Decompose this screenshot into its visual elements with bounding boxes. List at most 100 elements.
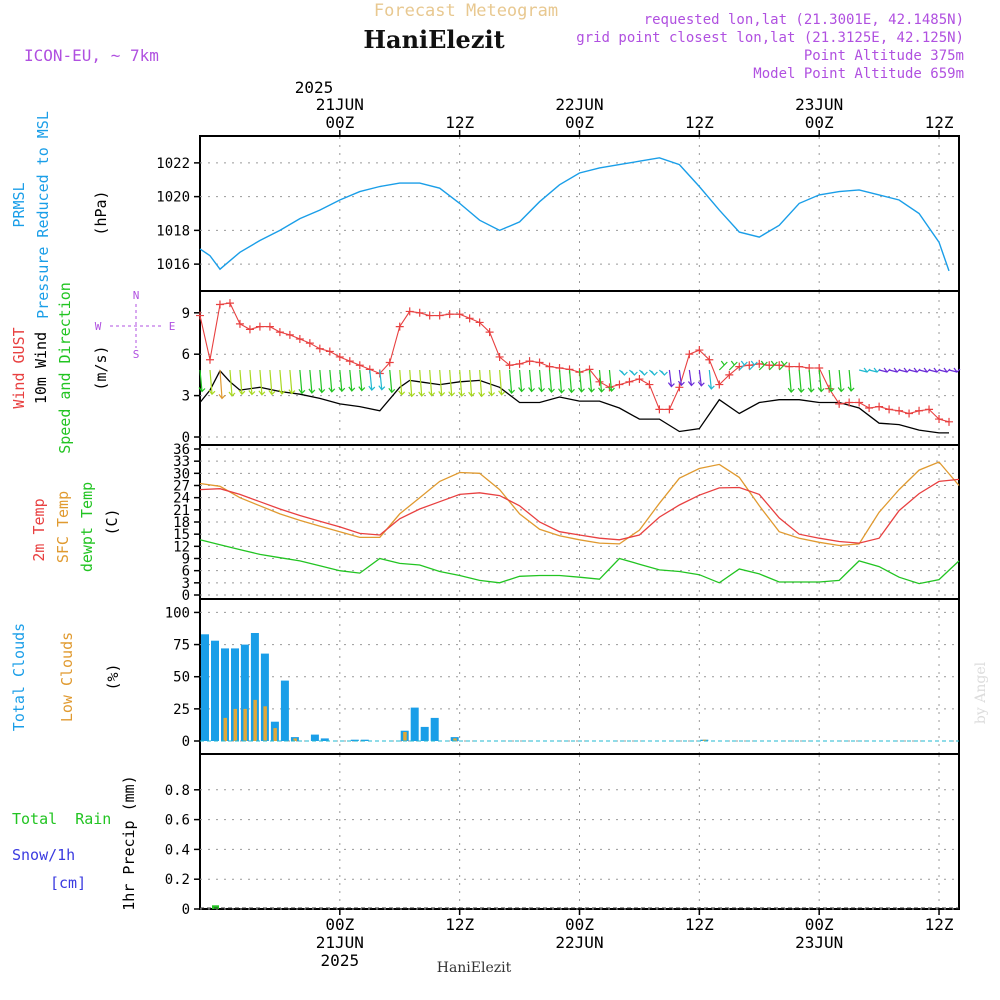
temp-2m-series-line	[199, 478, 960, 544]
temp-ytick-label: 21	[173, 503, 190, 519]
wind-gust-point	[215, 300, 224, 309]
wind-gust-point	[855, 398, 864, 407]
wind-gust-point	[275, 328, 284, 337]
total-cloud-bar	[211, 640, 219, 741]
wind-gust-point	[425, 311, 434, 320]
total-cloud-bar	[420, 726, 429, 741]
wind-ytick-label: 6	[182, 347, 190, 363]
wind-gust-point	[645, 380, 654, 389]
wind-direction-arrow	[787, 369, 795, 394]
low-cloud-bar	[243, 708, 247, 741]
wind-direction-arrow	[718, 360, 728, 371]
compass-rose: N S W E	[95, 289, 176, 361]
wind-direction-arrow	[228, 369, 236, 397]
wind-gust-point	[415, 308, 424, 317]
grid-lines	[200, 137, 959, 910]
precip-ytick-label: 0.8	[165, 783, 190, 799]
wind-direction-arrow	[629, 369, 638, 376]
wind-gust-point	[875, 402, 884, 411]
wind-gust-point	[545, 362, 554, 371]
axis-ticks: 1016101810201022036903691215182124273033…	[156, 95, 954, 970]
wind-gust-point	[475, 318, 484, 327]
top-hour-label: 00Z	[325, 113, 354, 132]
wind-gust-point	[755, 359, 764, 368]
precip-label-rain: Total Rain	[12, 810, 111, 828]
wind-direction-arrow	[948, 367, 961, 373]
total-cloud-bar	[410, 707, 419, 741]
compass-s: S	[133, 348, 140, 361]
cloud-unit: (%)	[104, 663, 122, 690]
bottom-hour-label: 00Z	[565, 915, 594, 934]
wind-gust-point	[235, 319, 244, 328]
wind-direction-arrow	[667, 369, 675, 388]
wind-direction-arrow	[198, 369, 206, 393]
wind-direction-arrow	[428, 369, 436, 397]
wind-direction-arrow	[908, 367, 921, 373]
wind-direction-arrow	[378, 369, 386, 391]
precip-axis-label: 1hr Precip (mm)	[120, 775, 138, 910]
wind-direction-arrow	[648, 369, 658, 376]
top-hour-label: 12Z	[445, 113, 474, 132]
wind-direction-arrow	[438, 369, 446, 397]
bottom-hour-label: 12Z	[685, 915, 714, 934]
compass-w: W	[95, 320, 102, 333]
wind-gust-point	[795, 362, 804, 371]
temp-ytick-label: 9	[182, 552, 190, 568]
wind-gust-point	[285, 330, 294, 339]
wind-gust-point	[305, 339, 314, 348]
clouds-ytick-label: 75	[173, 638, 190, 654]
wind-direction-arrow	[608, 369, 615, 393]
wind-direction-arrow	[707, 369, 715, 390]
wind-direction-arrow	[288, 369, 296, 395]
wind-direction-arrow	[268, 369, 276, 396]
wind-gust-point	[715, 380, 724, 389]
wind-gust-point	[885, 405, 894, 414]
total-cloud-bar	[310, 734, 319, 741]
wind-direction-arrow	[588, 369, 595, 393]
total-cloud-bar	[350, 739, 359, 741]
wind-gust-point	[595, 377, 604, 386]
wind-gust-point	[355, 361, 364, 370]
wind-direction-arrow	[847, 369, 855, 392]
cloud-label-total: Total Clouds	[10, 623, 28, 731]
wind-direction-arrow	[458, 369, 466, 397]
precip-ytick-label: 0.6	[165, 813, 190, 829]
wind-ytick-label: 0	[182, 430, 190, 446]
chart-title: Forecast Meteogram	[374, 1, 558, 21]
wind-gust-point	[435, 311, 444, 320]
wind-gust-point	[725, 370, 734, 379]
total-cloud-bar	[201, 634, 209, 741]
credit-watermark: by Angel	[973, 661, 989, 724]
clouds-ytick-label: 25	[173, 702, 190, 718]
total-cloud-bar	[260, 653, 269, 741]
temp-label-dewpt: dewpt Temp	[78, 482, 96, 572]
temp-ytick-label: 15	[173, 527, 190, 543]
wind-gust-point	[865, 404, 874, 413]
wind-direction-arrow	[238, 369, 246, 396]
wind-direction-arrow	[298, 369, 306, 395]
wind-gust-point	[835, 399, 844, 408]
wind-label-gust: Wind GUST	[10, 327, 28, 408]
wind-gust-point	[925, 405, 934, 414]
wind-gust-point	[895, 406, 904, 415]
precip-label-cm: [cm]	[50, 874, 86, 892]
wind-gust-point	[445, 310, 454, 319]
wind-direction-arrow	[827, 369, 835, 393]
total-cloud-bar	[240, 644, 249, 741]
wind-gust-point	[615, 380, 624, 389]
wind-direction-arrow	[478, 369, 486, 398]
pressure-ytick-label: 1022	[156, 156, 190, 172]
top-hour-label: 00Z	[565, 113, 594, 132]
temp-ytick-label: 6	[182, 564, 190, 580]
wind-direction-arrow	[508, 369, 516, 395]
wind-gust-point	[745, 361, 754, 370]
wind-gust-point	[525, 357, 534, 366]
model-altitude: Model Point Altitude 659m	[753, 66, 964, 82]
wind-gust-point	[915, 406, 924, 415]
point-altitude: Point Altitude 375m	[804, 48, 964, 64]
wind-gust-point	[635, 375, 644, 384]
wind-direction-arrow	[498, 369, 506, 396]
wind-gust-point	[225, 299, 234, 308]
wind-gust-point	[665, 405, 674, 414]
pressure-panel-frame	[199, 135, 960, 292]
